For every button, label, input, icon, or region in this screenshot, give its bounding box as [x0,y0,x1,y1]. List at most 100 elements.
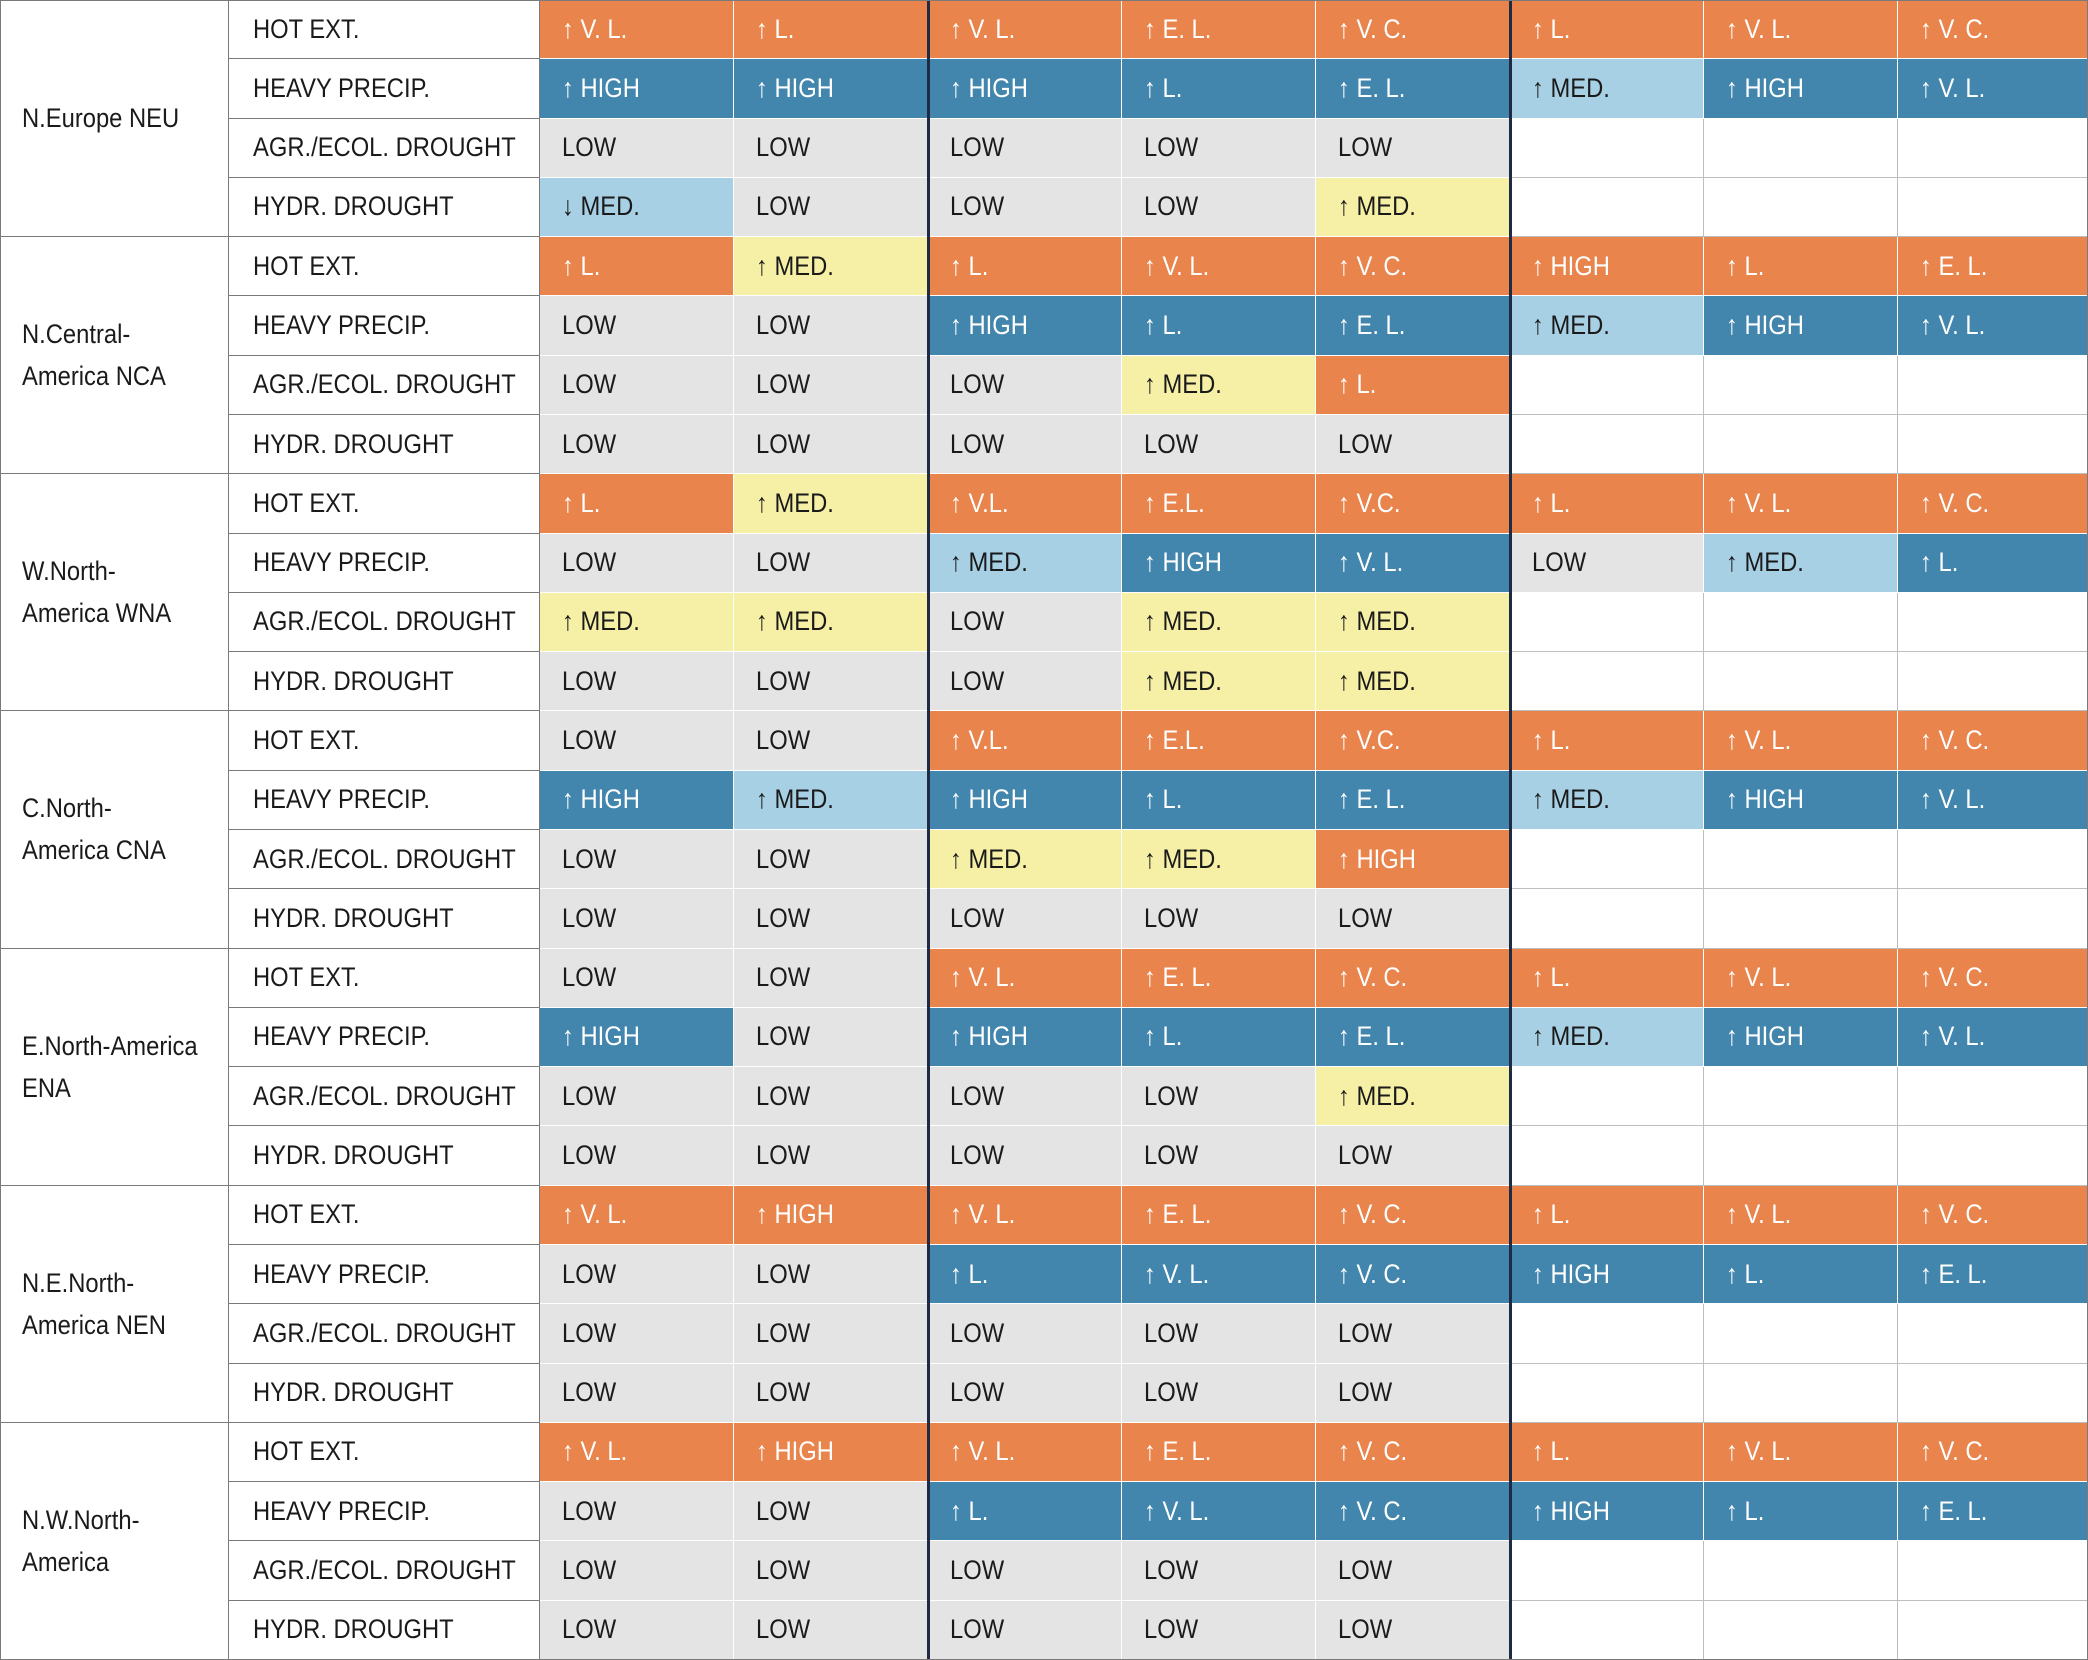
assessment-cell: ↑ V. C. [1898,474,2088,534]
assessment-cell [1704,1067,1898,1127]
variable-label: HYDR. DROUGHT [229,1600,540,1660]
assessment-cell: LOW [1122,889,1316,949]
assessment-cell: ↑ V. C. [1316,1245,1510,1305]
assessment-cell: LOW [734,1363,928,1423]
assessment-cell: ↑ L. [540,237,734,297]
assessment-cell: LOW [734,652,928,712]
assessment-cell: LOW [928,118,1122,178]
assessment-cell [1704,355,1898,415]
assessment-cell: ↑ L. [1122,1007,1316,1068]
assessment-cell: LOW [734,355,928,415]
assessment-cell: LOW [928,1304,1122,1364]
variable-label: HYDR. DROUGHT [229,889,540,949]
assessment-cell: LOW [734,177,928,238]
assessment-cell [1704,592,1898,653]
variable-label: AGR./ECOL. DROUGHT [229,830,540,890]
assessment-cell: ↑ V. L. [928,948,1122,1008]
group-divider-line [1508,0,1512,1660]
assessment-cell [1898,415,2088,475]
assessment-cell: ↑ HIGH [928,1007,1122,1068]
assessment-cell [1510,1600,1704,1660]
assessment-cell: LOW [540,415,734,475]
assessment-cell: ↓ MED. [540,177,734,238]
assessment-cell [1898,1126,2088,1186]
assessment-cell: ↑ V. L. [928,0,1122,60]
assessment-cell: ↑ V. C. [1898,1422,2088,1483]
assessment-cell: ↑ V. L. [1704,711,1898,771]
assessment-cell: LOW [540,652,734,712]
assessment-cell: LOW [1122,177,1316,238]
variable-label: AGR./ECOL. DROUGHT [229,1304,540,1364]
assessment-cell: LOW [1122,1363,1316,1423]
assessment-cell: ↑ E. L. [1898,1482,2088,1542]
assessment-cell: ↑ L. [540,474,734,534]
variable-label: AGR./ECOL. DROUGHT [229,592,540,653]
region-label: N.Europe NEU [0,0,229,238]
assessment-cell [1898,592,2088,653]
assessment-cell [1510,415,1704,475]
assessment-cell: LOW [1122,118,1316,178]
assessment-cell [1510,177,1704,238]
region-name: E.North-America ENA [22,1030,198,1103]
assessment-cell [1510,889,1704,949]
assessment-cell: LOW [1316,1363,1510,1423]
assessment-cell: ↑ E.L. [1122,711,1316,771]
variable-label: AGR./ECOL. DROUGHT [229,1067,540,1127]
assessment-cell: ↑ L. [1122,59,1316,119]
assessment-cell [1510,118,1704,178]
assessment-cell: LOW [734,1007,928,1068]
assessment-cell: ↑ HIGH [734,59,928,119]
assessment-cell [1510,1363,1704,1423]
assessment-cell [1704,1304,1898,1364]
variable-label: HOT EXT. [229,474,540,534]
variable-label: AGR./ECOL. DROUGHT [229,1541,540,1601]
assessment-cell: ↑ V. L. [928,1422,1122,1483]
assessment-cell: ↑ L. [928,1482,1122,1542]
variable-label: HEAVY PRECIP. [229,770,540,830]
assessment-cell: LOW [734,1482,928,1542]
variable-label: HYDR. DROUGHT [229,1363,540,1423]
assessment-cell [1704,1600,1898,1660]
assessment-cell: ↑ E. L. [1898,237,2088,297]
variable-label: HOT EXT. [229,1422,540,1483]
assessment-cell [1898,355,2088,415]
assessment-cell: LOW [928,889,1122,949]
assessment-cell: ↑ HIGH [1704,59,1898,119]
variable-label: HYDR. DROUGHT [229,1126,540,1186]
assessment-cell: ↑ V. L. [1898,59,2088,119]
assessment-cell: ↑ E. L. [1122,0,1316,60]
assessment-cell: LOW [540,1541,734,1601]
assessment-cell [1704,889,1898,949]
assessment-cell: LOW [1122,1126,1316,1186]
variable-label: HOT EXT. [229,948,540,1008]
assessment-cell: LOW [734,889,928,949]
assessment-cell: LOW [734,948,928,1008]
assessment-cell: LOW [540,948,734,1008]
assessment-cell: LOW [1122,1304,1316,1364]
assessment-cell [1704,830,1898,890]
assessment-cell: LOW [540,1304,734,1364]
assessment-cell: ↑ V. C. [1316,1482,1510,1542]
assessment-cell: LOW [1316,889,1510,949]
assessment-cell [1704,118,1898,178]
assessment-cell [1898,652,2088,712]
assessment-cell [1704,1363,1898,1423]
assessment-cell: LOW [540,1600,734,1660]
assessment-cell: ↑ HIGH [540,770,734,830]
assessment-cell: ↑ E. L. [1316,770,1510,830]
assessment-cell: ↑ E. L. [1122,1185,1316,1245]
assessment-cell: ↑ MED. [734,237,928,297]
assessment-cell: ↑ V. C. [1898,0,2088,60]
assessment-cell: ↑ L. [1898,533,2088,593]
variable-label: HOT EXT. [229,237,540,297]
variable-label: HYDR. DROUGHT [229,177,540,238]
assessment-cell [1510,830,1704,890]
assessment-cell: LOW [928,177,1122,238]
region-name: N.Central- America NCA [22,319,166,392]
region-label: N.E.North- America NEN [0,1185,229,1423]
assessment-cell: ↑ V. L. [1122,1482,1316,1542]
assessment-cell: LOW [928,415,1122,475]
assessment-cell: ↑ HIGH [928,59,1122,119]
assessment-cell: ↑ MED. [734,592,928,653]
assessment-cell: ↑ E.L. [1122,474,1316,534]
